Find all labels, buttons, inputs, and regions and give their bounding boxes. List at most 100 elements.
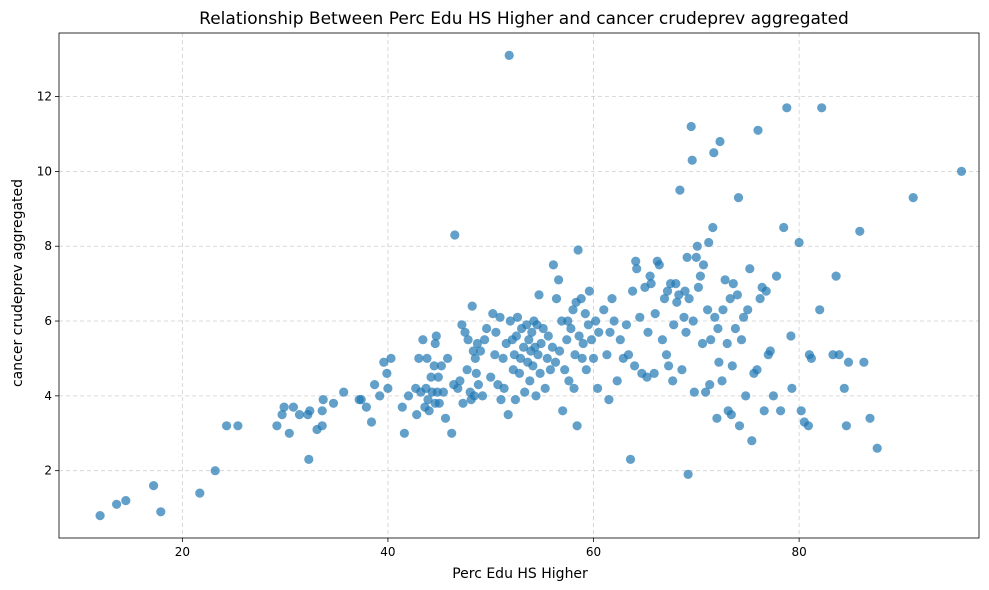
x-tick-label: 40 bbox=[380, 545, 395, 559]
data-point bbox=[531, 391, 541, 401]
data-point bbox=[495, 312, 505, 322]
data-point bbox=[284, 428, 294, 438]
data-point bbox=[708, 222, 718, 233]
data-point bbox=[730, 323, 741, 334]
data-point bbox=[457, 320, 467, 330]
data-point bbox=[669, 320, 679, 330]
data-point bbox=[504, 50, 514, 61]
data-point bbox=[379, 357, 389, 367]
data-point bbox=[688, 316, 698, 326]
data-point bbox=[551, 294, 562, 304]
data-point bbox=[686, 121, 696, 132]
y-axis-label: cancer crudeprev aggregated bbox=[10, 179, 26, 387]
data-point bbox=[560, 365, 570, 375]
data-point bbox=[399, 428, 409, 438]
data-point bbox=[599, 305, 609, 315]
data-point bbox=[733, 193, 744, 203]
data-point bbox=[631, 256, 641, 266]
data-point bbox=[455, 376, 465, 386]
data-point bbox=[438, 387, 448, 397]
data-point bbox=[691, 252, 701, 262]
data-point bbox=[703, 305, 713, 315]
data-point bbox=[956, 166, 967, 176]
plot-frame bbox=[58, 32, 980, 539]
data-point bbox=[584, 286, 595, 296]
chart-title: Relationship Between Perc Edu HS Higher … bbox=[199, 9, 849, 29]
data-point bbox=[498, 353, 508, 363]
data-point bbox=[540, 383, 550, 393]
data-point bbox=[654, 260, 664, 270]
data-point bbox=[440, 413, 451, 423]
data-point bbox=[318, 395, 328, 405]
data-point bbox=[709, 148, 719, 158]
data-point bbox=[510, 395, 520, 405]
data-point bbox=[533, 350, 543, 360]
data-point bbox=[486, 372, 496, 382]
data-point bbox=[698, 260, 709, 270]
data-point bbox=[681, 327, 691, 337]
data-point bbox=[339, 387, 349, 397]
data-point bbox=[675, 185, 685, 195]
data-point bbox=[499, 383, 509, 393]
data-point bbox=[630, 361, 640, 371]
data-point bbox=[426, 372, 436, 382]
data-point bbox=[741, 391, 751, 401]
data-point bbox=[718, 305, 728, 315]
data-point bbox=[739, 312, 749, 322]
data-point bbox=[726, 410, 736, 420]
data-point bbox=[612, 376, 622, 386]
data-point bbox=[412, 410, 422, 420]
data-point bbox=[436, 361, 446, 371]
data-point bbox=[519, 342, 529, 352]
data-point bbox=[121, 496, 131, 506]
data-point bbox=[555, 346, 565, 356]
data-point bbox=[796, 406, 806, 416]
data-point bbox=[512, 312, 523, 322]
data-point bbox=[542, 353, 552, 363]
data-point bbox=[771, 271, 782, 281]
data-point bbox=[659, 294, 670, 304]
data-point bbox=[576, 294, 586, 304]
data-point bbox=[865, 413, 875, 423]
data-point bbox=[423, 395, 433, 405]
data-point bbox=[471, 368, 481, 378]
data-point bbox=[755, 294, 765, 304]
y-tick-label: 8 bbox=[44, 239, 52, 253]
data-point bbox=[580, 309, 590, 319]
data-point bbox=[463, 335, 473, 345]
data-point bbox=[527, 327, 537, 337]
data-point bbox=[715, 136, 725, 147]
data-point bbox=[607, 294, 617, 304]
data-point bbox=[545, 365, 556, 375]
data-point bbox=[233, 421, 243, 431]
data-point bbox=[149, 481, 159, 491]
data-point bbox=[535, 368, 545, 378]
data-point bbox=[680, 286, 690, 296]
data-point bbox=[562, 335, 572, 345]
data-point bbox=[581, 365, 591, 375]
data-point bbox=[370, 380, 380, 390]
data-point bbox=[843, 357, 854, 367]
data-point bbox=[475, 346, 486, 356]
data-point bbox=[460, 327, 470, 337]
data-point bbox=[528, 361, 538, 371]
data-point bbox=[462, 365, 472, 375]
data-point bbox=[403, 391, 414, 401]
data-point bbox=[794, 237, 804, 248]
data-point bbox=[572, 421, 582, 431]
data-point bbox=[503, 410, 513, 420]
data-point bbox=[645, 271, 655, 281]
data-point bbox=[366, 417, 377, 427]
data-point bbox=[736, 335, 747, 345]
data-point bbox=[695, 271, 706, 281]
data-point bbox=[515, 353, 526, 363]
data-point bbox=[677, 365, 687, 375]
data-point bbox=[472, 338, 482, 349]
data-point bbox=[705, 380, 715, 390]
data-point bbox=[288, 402, 298, 412]
data-point bbox=[317, 421, 327, 431]
data-point bbox=[722, 338, 732, 349]
data-point bbox=[743, 305, 753, 315]
data-point bbox=[558, 406, 568, 416]
data-point bbox=[765, 346, 775, 356]
